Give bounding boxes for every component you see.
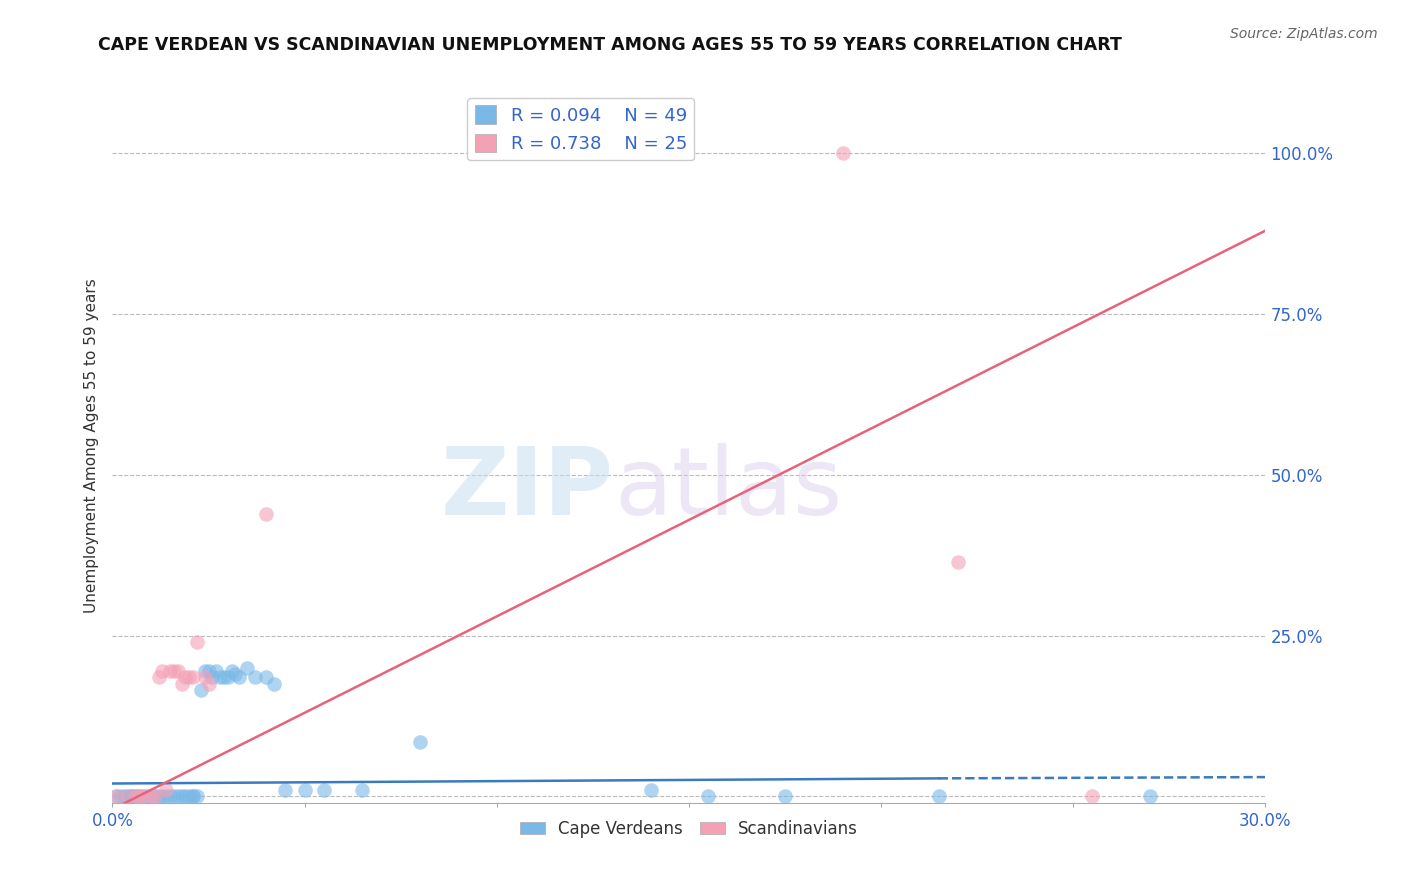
Point (139, 789, 162, 804)
Point (201, 670, 224, 684)
Point (243, 670, 266, 684)
Point (946, 555, 969, 569)
Point (1139, 789, 1161, 804)
Point (254, 670, 277, 684)
Point (136, 789, 159, 804)
Point (254, 507, 277, 521)
Point (179, 789, 201, 804)
Point (121, 789, 143, 804)
Point (221, 664, 243, 678)
Text: CAPE VERDEAN VS SCANDINAVIAN UNEMPLOYMENT AMONG AGES 55 TO 59 YEARS CORRELATION : CAPE VERDEAN VS SCANDINAVIAN UNEMPLOYMEN… (98, 36, 1122, 54)
Point (170, 789, 193, 804)
Point (1081, 789, 1104, 804)
Point (117, 789, 139, 804)
Point (181, 670, 204, 684)
Point (186, 789, 208, 804)
Point (640, 783, 662, 797)
Point (148, 789, 170, 804)
Point (181, 789, 204, 804)
Point (155, 783, 177, 797)
Point (152, 664, 174, 678)
Point (209, 670, 232, 684)
Point (159, 664, 181, 678)
Point (143, 789, 166, 804)
Point (105, 789, 128, 804)
Legend: Cape Verdeans, Scandinavians: Cape Verdeans, Scandinavians (513, 814, 865, 845)
Point (166, 664, 188, 678)
Point (773, 789, 796, 804)
Point (197, 664, 219, 678)
Y-axis label: Unemployment Among Ages 55 to 59 years: Unemployment Among Ages 55 to 59 years (83, 278, 98, 614)
Point (224, 667, 246, 681)
Point (117, 789, 139, 804)
Point (697, 789, 720, 804)
Point (170, 677, 193, 691)
Point (159, 789, 181, 804)
Text: ZIP: ZIP (441, 442, 614, 535)
Point (124, 789, 146, 804)
Point (212, 670, 235, 684)
Point (205, 664, 228, 678)
Point (217, 670, 239, 684)
Point (197, 677, 219, 691)
Point (108, 789, 131, 804)
Point (132, 789, 155, 804)
Point (152, 789, 174, 804)
Point (128, 789, 150, 804)
Point (409, 735, 432, 749)
Point (928, 789, 950, 804)
Point (294, 783, 316, 797)
Point (121, 789, 143, 804)
Point (186, 635, 208, 649)
Point (831, 146, 853, 161)
Point (312, 783, 335, 797)
Point (112, 789, 135, 804)
Point (148, 670, 170, 684)
Point (132, 789, 155, 804)
Point (236, 661, 259, 675)
Point (194, 670, 217, 684)
Point (174, 789, 197, 804)
Point (263, 677, 285, 691)
Point (128, 789, 150, 804)
Text: atlas: atlas (614, 442, 842, 535)
Point (274, 783, 297, 797)
Point (352, 783, 374, 797)
Point (179, 670, 201, 684)
Point (163, 664, 186, 678)
Point (228, 670, 250, 684)
Point (139, 789, 162, 804)
Point (600, 146, 623, 161)
Text: Source: ZipAtlas.com: Source: ZipAtlas.com (1230, 27, 1378, 41)
Point (143, 789, 166, 804)
Point (105, 789, 128, 804)
Point (166, 789, 188, 804)
Point (163, 789, 186, 804)
Point (190, 683, 212, 698)
Point (174, 670, 197, 684)
Point (124, 789, 146, 804)
Point (181, 789, 204, 804)
Point (194, 664, 217, 678)
Point (155, 789, 177, 804)
